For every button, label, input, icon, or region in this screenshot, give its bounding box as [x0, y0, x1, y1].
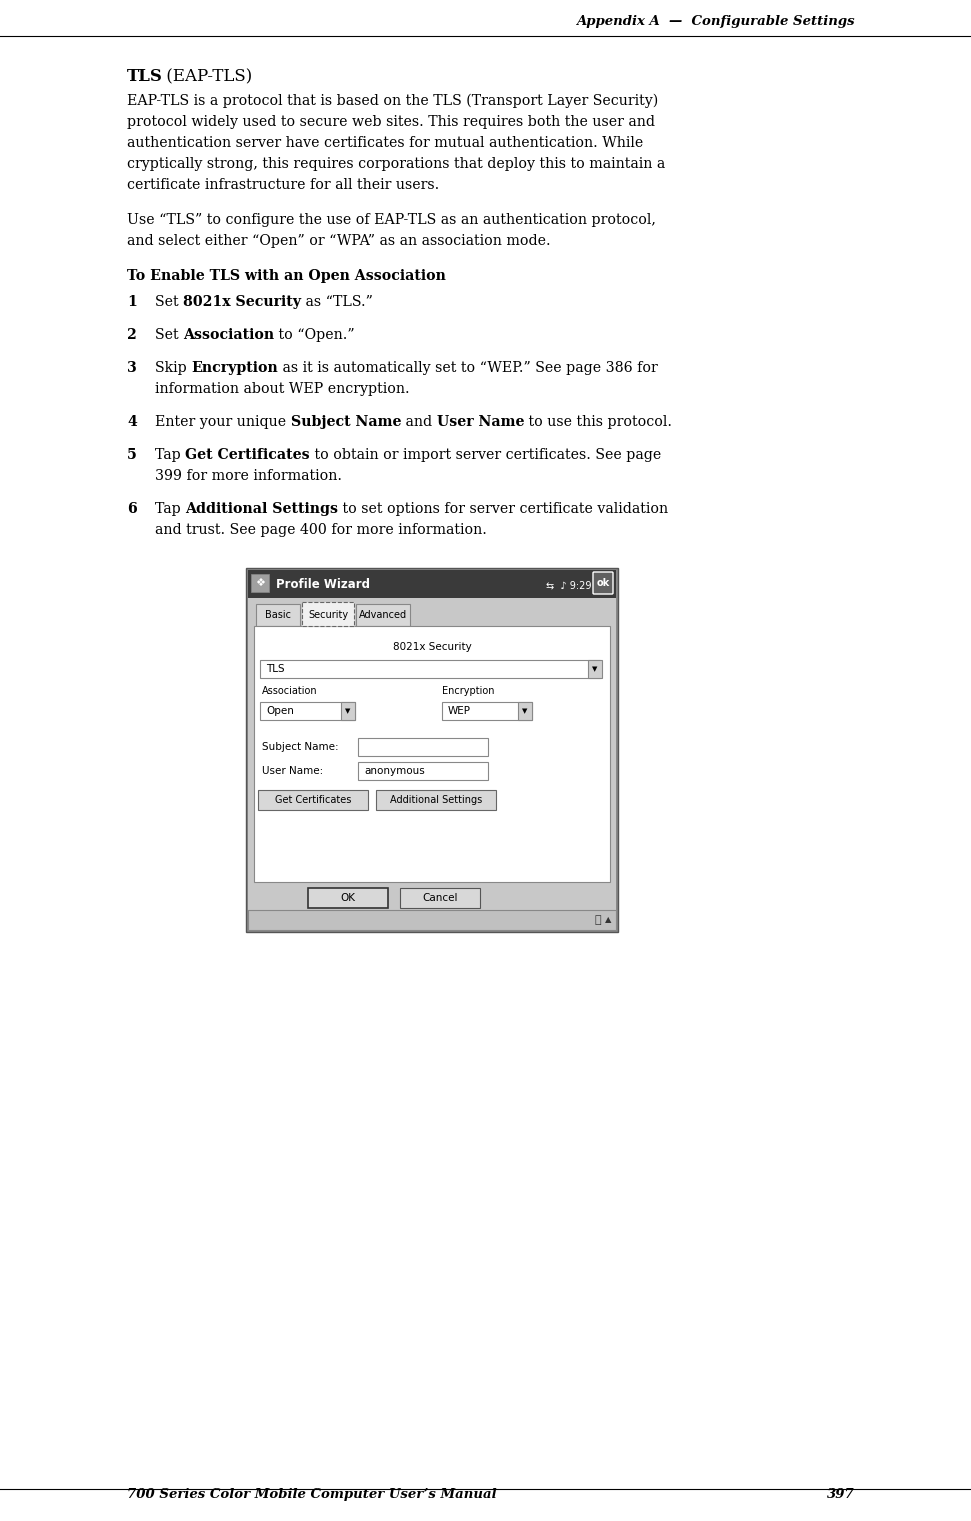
Text: EAP-TLS is a protocol that is based on the TLS (Transport Layer Security): EAP-TLS is a protocol that is based on t… [127, 94, 658, 108]
Text: certificate infrastructure for all their users.: certificate infrastructure for all their… [127, 178, 439, 192]
FancyBboxPatch shape [248, 910, 616, 929]
Text: cryptically strong, this requires corporations that deploy this to maintain a: cryptically strong, this requires corpor… [127, 157, 665, 170]
Text: anonymous: anonymous [364, 767, 424, 776]
Text: protocol widely used to secure web sites. This requires both the user and: protocol widely used to secure web sites… [127, 116, 655, 129]
Text: ⇆  ♪ 9:29: ⇆ ♪ 9:29 [546, 580, 591, 590]
Text: ▲: ▲ [605, 916, 611, 925]
FancyBboxPatch shape [442, 703, 532, 719]
Text: and select either “Open” or “WPA” as an association mode.: and select either “Open” or “WPA” as an … [127, 234, 551, 248]
Text: Advanced: Advanced [359, 610, 407, 621]
Text: Tap: Tap [155, 449, 185, 462]
Text: Subject Name:: Subject Name: [262, 742, 339, 751]
FancyBboxPatch shape [302, 602, 354, 627]
Text: 4: 4 [127, 415, 137, 429]
FancyBboxPatch shape [258, 789, 368, 811]
Text: 397: 397 [827, 1488, 855, 1501]
Text: ▼: ▼ [346, 707, 351, 713]
Text: TLS: TLS [127, 68, 163, 85]
FancyBboxPatch shape [260, 703, 355, 719]
Text: and: and [401, 415, 437, 429]
Text: ▼: ▼ [522, 707, 527, 713]
Text: Basic: Basic [265, 610, 291, 621]
Text: and trust. See page 400 for more information.: and trust. See page 400 for more informa… [155, 523, 486, 537]
Text: ▼: ▼ [592, 666, 598, 672]
Text: to set options for server certificate validation: to set options for server certificate va… [338, 502, 668, 516]
Text: User Name: User Name [437, 415, 524, 429]
FancyBboxPatch shape [260, 660, 600, 678]
Text: Use “TLS” to configure the use of EAP-TLS as an authentication protocol,: Use “TLS” to configure the use of EAP-TL… [127, 213, 655, 227]
Text: Encryption: Encryption [442, 686, 494, 697]
Text: Encryption: Encryption [191, 360, 278, 376]
FancyBboxPatch shape [251, 573, 269, 592]
Text: OK: OK [341, 893, 355, 903]
Text: 8021x Security: 8021x Security [184, 295, 301, 309]
Text: 5: 5 [127, 449, 137, 462]
FancyBboxPatch shape [246, 567, 618, 932]
Text: 1: 1 [127, 295, 137, 309]
Text: to obtain or import server certificates. See page: to obtain or import server certificates.… [310, 449, 661, 462]
FancyBboxPatch shape [376, 789, 496, 811]
Text: ❖: ❖ [255, 578, 265, 589]
FancyBboxPatch shape [593, 572, 613, 595]
Text: 8021x Security: 8021x Security [392, 642, 471, 653]
Text: Subject Name: Subject Name [290, 415, 401, 429]
Text: 2: 2 [127, 329, 137, 342]
Text: to use this protocol.: to use this protocol. [524, 415, 672, 429]
FancyBboxPatch shape [358, 762, 488, 780]
Text: Appendix A  —  Configurable Settings: Appendix A — Configurable Settings [577, 15, 855, 27]
Text: ok: ok [596, 578, 610, 589]
Text: as “TLS.”: as “TLS.” [301, 295, 373, 309]
Text: Get Certificates: Get Certificates [275, 795, 352, 805]
Text: 700 Series Color Mobile Computer User’s Manual: 700 Series Color Mobile Computer User’s … [127, 1488, 496, 1501]
FancyBboxPatch shape [248, 570, 616, 598]
Text: Additional Settings: Additional Settings [390, 795, 483, 805]
Text: (EAP-TLS): (EAP-TLS) [161, 68, 252, 85]
Text: Set: Set [155, 295, 184, 309]
Text: Security: Security [308, 610, 348, 621]
Text: TLS: TLS [266, 665, 285, 674]
Text: Association: Association [184, 329, 274, 342]
Text: to “Open.”: to “Open.” [274, 329, 354, 342]
FancyBboxPatch shape [248, 598, 616, 910]
Text: Additional Settings: Additional Settings [185, 502, 338, 516]
Text: Set: Set [155, 329, 184, 342]
Text: Enter your unique: Enter your unique [155, 415, 290, 429]
Text: information about WEP encryption.: information about WEP encryption. [155, 382, 410, 395]
FancyBboxPatch shape [356, 604, 410, 627]
Text: Profile Wizard: Profile Wizard [276, 578, 370, 592]
Text: as it is automatically set to “WEP.” See page 386 for: as it is automatically set to “WEP.” See… [278, 360, 657, 376]
Text: Get Certificates: Get Certificates [185, 449, 310, 462]
FancyBboxPatch shape [400, 888, 480, 908]
Text: Association: Association [262, 686, 318, 697]
Text: authentication server have certificates for mutual authentication. While: authentication server have certificates … [127, 135, 643, 151]
Text: User Name:: User Name: [262, 767, 323, 776]
FancyBboxPatch shape [588, 660, 602, 678]
Text: To Enable TLS with an Open Association: To Enable TLS with an Open Association [127, 269, 446, 283]
FancyBboxPatch shape [358, 738, 488, 756]
Text: 6: 6 [127, 502, 137, 516]
FancyBboxPatch shape [518, 703, 532, 719]
Text: ⌹: ⌹ [594, 916, 601, 925]
Text: 3: 3 [127, 360, 137, 376]
Text: Cancel: Cancel [422, 893, 457, 903]
FancyBboxPatch shape [256, 604, 300, 627]
FancyBboxPatch shape [254, 627, 610, 882]
Text: Skip: Skip [155, 360, 191, 376]
Text: 399 for more information.: 399 for more information. [155, 468, 342, 484]
Text: Open: Open [266, 706, 294, 716]
Text: Tap: Tap [155, 502, 185, 516]
FancyBboxPatch shape [308, 888, 388, 908]
Text: WEP: WEP [448, 706, 471, 716]
FancyBboxPatch shape [341, 703, 355, 719]
